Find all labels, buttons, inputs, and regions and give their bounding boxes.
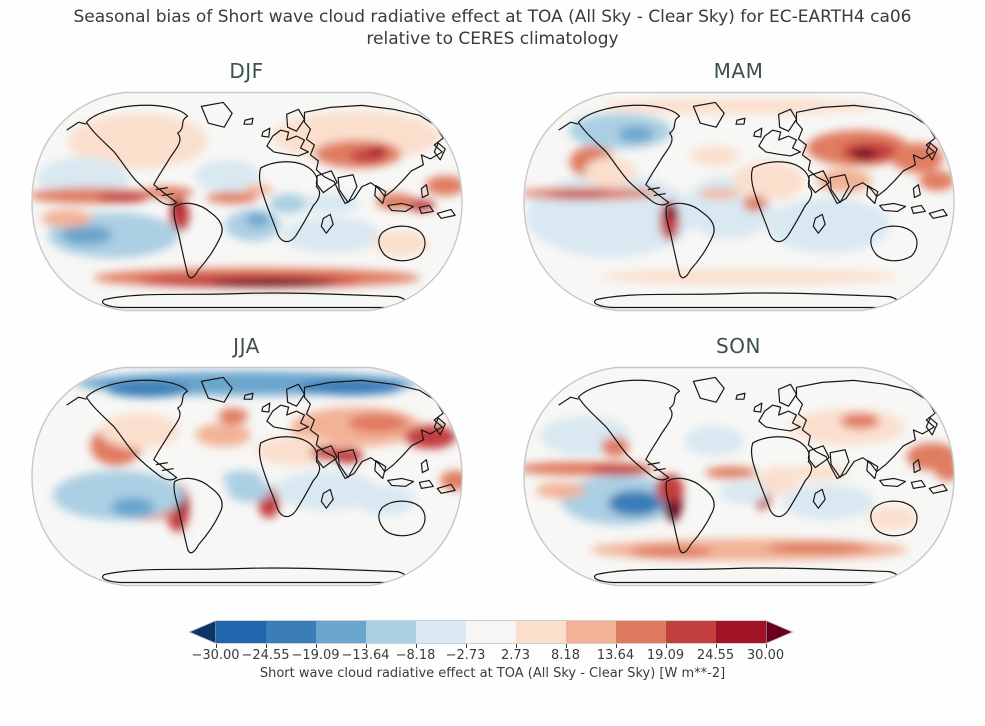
colorbar-tickmark	[665, 644, 667, 648]
map-mam	[522, 91, 955, 312]
colorbar-segment	[315, 621, 366, 643]
colorbar-tick-label: −8.18	[395, 648, 436, 663]
colorbar-tick-label: 8.18	[551, 648, 580, 663]
panel-title-mam: MAM	[713, 59, 764, 83]
colorbar-segment	[415, 621, 466, 643]
colorbar-tickmark	[565, 644, 567, 648]
colorbar-caption: Short wave cloud radiative effect at TOA…	[259, 666, 726, 681]
colorbar-segment	[715, 621, 766, 643]
colorbar-tickmark	[515, 644, 517, 648]
colorbar-segment	[515, 621, 566, 643]
map-jja	[30, 366, 463, 587]
colorbar-gradient	[215, 620, 766, 644]
colorbar-segment	[465, 621, 516, 643]
colorbar-segment	[365, 621, 416, 643]
colorbar-tickmark	[615, 644, 617, 648]
colorbar-tick-label: 19.09	[646, 648, 685, 663]
colorbar-tickmark	[415, 644, 417, 648]
panel-title-son: SON	[716, 334, 761, 358]
map-panels: DJF MAM JJA	[0, 58, 985, 592]
panel-son: SON	[493, 333, 985, 592]
figure-title-line1: Seasonal bias of Short wave cloud radiat…	[73, 7, 912, 27]
panel-djf: DJF	[1, 58, 493, 317]
colorbar-segment	[565, 621, 616, 643]
colorbar-tick-label: 24.55	[696, 648, 735, 663]
colorbar-tick-label: −19.09	[291, 648, 340, 663]
colorbar-tickmark	[465, 644, 467, 648]
colorbar-under-arrow	[187, 620, 216, 644]
colorbar-tickmark	[765, 644, 767, 648]
colorbar-tick-label: 2.73	[501, 648, 530, 663]
colorbar-bar	[187, 620, 798, 644]
colorbar-tickmark	[265, 644, 267, 648]
colorbar-tick-label: −13.64	[341, 648, 390, 663]
colorbar-over-arrow	[765, 620, 794, 644]
colorbar-segment	[265, 621, 316, 643]
colorbar-tick-label: −2.73	[445, 648, 486, 663]
colorbar-tickmark	[215, 644, 217, 648]
map-djf	[30, 91, 463, 312]
colorbar-segment	[665, 621, 716, 643]
colorbar-tick-label: −30.00	[191, 648, 240, 663]
colorbar-ticks: −30.00 −24.55 −19.09 −13.64 −8.18 −2.73 2.73 8.…	[188, 644, 798, 664]
figure-title-line2: relative to CERES climatology	[366, 29, 619, 49]
colorbar-tick-label: 13.64	[596, 648, 635, 663]
colorbar: −30.00 −24.55 −19.09 −13.64 −8.18 −2.73 2.73 8.…	[187, 620, 798, 681]
colorbar-tick-label: 30.00	[746, 648, 785, 663]
map-son	[522, 366, 955, 587]
colorbar-segment	[615, 621, 666, 643]
panel-title-djf: DJF	[229, 59, 264, 83]
colorbar-segment	[215, 621, 266, 643]
colorbar-tickmark	[365, 644, 367, 648]
colorbar-tickmark	[715, 644, 717, 648]
panel-title-jja: JJA	[233, 334, 260, 358]
panel-mam: MAM	[493, 58, 985, 317]
colorbar-tickmark	[315, 644, 317, 648]
colorbar-tick-label: −24.55	[241, 648, 290, 663]
panel-jja: JJA	[1, 333, 493, 592]
figure-title: Seasonal bias of Short wave cloud radiat…	[0, 0, 985, 50]
